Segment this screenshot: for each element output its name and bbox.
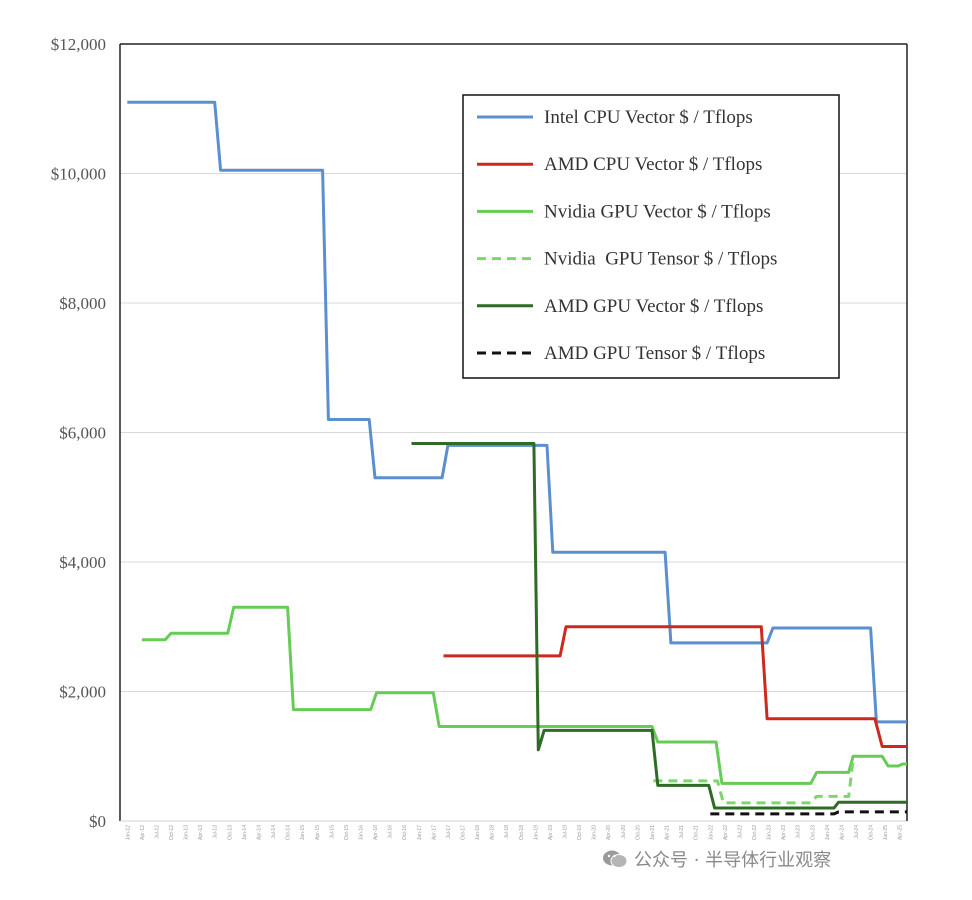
x-axis: Jan-12 Apr-12 Jul-12 Oct-12 Jan-13 Apr-13 Jul-…	[125, 825, 903, 841]
x-tick-label: Apr-13	[198, 825, 204, 840]
x-tick-label: Apr-12	[140, 825, 146, 840]
x-tick-label: Apr-25	[898, 825, 904, 840]
x-tick-label: Jan-19	[533, 825, 539, 841]
x-tick-label: Apr-17	[431, 825, 437, 840]
x-tick-label: Oct-13	[227, 825, 233, 840]
series-line	[141, 605, 907, 785]
series-line	[443, 625, 907, 748]
x-tick-label: Oct-19	[577, 825, 583, 840]
x-tick-label: Oct-15	[344, 825, 350, 840]
watermark-text: 公众号 · 半导体行业观察	[634, 850, 832, 871]
x-tick-label: Jan-15	[300, 825, 306, 841]
wechat-icon	[603, 850, 628, 868]
series-line	[127, 100, 907, 724]
x-tick-label: Jan-18	[475, 825, 481, 841]
legend-box	[462, 94, 840, 379]
x-tick-label: Apr-16	[373, 825, 379, 840]
x-tick-label: Oct-23	[810, 825, 816, 840]
x-tick-label: Apr-15	[315, 825, 321, 840]
x-tick-label: Oct-12	[169, 825, 175, 840]
x-tick-label: Jul-18	[504, 825, 510, 839]
x-tick-label: Oct-18	[519, 825, 525, 840]
x-tick-label: Apr-21	[665, 825, 671, 840]
x-tick-label: Apr-14	[256, 825, 262, 840]
legend-label: Intel CPU Vector $ / Tflops	[544, 107, 753, 128]
x-tick-label: Apr-20	[606, 825, 612, 840]
x-tick-label: Jul-14	[271, 825, 277, 839]
x-tick-label: Jul-24	[854, 825, 860, 839]
x-tick-label: Oct-24	[869, 825, 875, 840]
x-tick-label: Apr-24	[839, 825, 845, 840]
x-tick-label: Jan-23	[767, 825, 773, 841]
x-tick-label: Jan-24	[825, 825, 831, 841]
y-tick-label: $8,000	[59, 294, 106, 313]
x-tick-label: Jan-25	[883, 825, 889, 841]
x-tick-label: Apr-19	[548, 825, 554, 840]
x-tick-label: Jul-23	[796, 825, 802, 839]
x-tick-label: Oct-17	[460, 825, 466, 840]
x-tick-label: Jul-22	[737, 825, 743, 839]
series-line	[411, 442, 907, 810]
legend-label: Nvidia GPU Vector $ / Tflops	[544, 201, 771, 222]
x-tick-label: Jan-12	[125, 825, 131, 841]
legend: Intel CPU Vector $ / Tflops AMD CPU Vecto…	[462, 94, 840, 379]
legend-label: Nvidia GPU Tensor $ / Tflops	[544, 249, 777, 270]
x-tick-label: Jan-22	[708, 825, 714, 841]
x-tick-label: Apr-18	[490, 825, 496, 840]
series-line	[653, 759, 855, 805]
series-line	[710, 810, 907, 816]
watermark: 公众号 · 半导体行业观察	[602, 846, 831, 872]
y-tick-label: $6,000	[59, 424, 106, 443]
legend-label: AMD GPU Vector $ / Tflops	[544, 296, 763, 317]
y-tick-label: $0	[89, 812, 106, 831]
x-tick-label: Jul-19	[563, 825, 569, 839]
x-tick-label: Jul-15	[329, 825, 335, 839]
legend-label: AMD GPU Tensor $ / Tflops	[544, 343, 765, 364]
y-tick-label: $10,000	[51, 165, 106, 184]
x-tick-label: Oct-20	[635, 825, 641, 840]
x-tick-label: Jan-14	[242, 825, 248, 841]
x-tick-label: Jan-16	[358, 825, 364, 841]
legend-label: AMD CPU Vector $ / Tflops	[544, 154, 762, 175]
x-tick-label: Apr-23	[781, 825, 787, 840]
y-tick-label: $4,000	[59, 553, 106, 572]
x-tick-label: Oct-16	[402, 825, 408, 840]
x-tick-label: Jan-21	[650, 825, 656, 841]
series-lines	[127, 100, 907, 816]
x-tick-label: Jul-21	[679, 825, 685, 839]
x-tick-label: Oct-21	[694, 825, 700, 840]
x-tick-label: Jul-13	[213, 825, 219, 839]
y-tick-label: $2,000	[59, 683, 106, 702]
x-tick-label: Jan-13	[184, 825, 190, 841]
x-tick-label: Oct-22	[752, 825, 758, 840]
x-tick-label: Jul-16	[388, 825, 394, 839]
x-tick-label: Jan-17	[417, 825, 423, 841]
y-axis: $0 $2,000 $4,000 $6,000 $8,000 $10,000 $12,000	[51, 35, 106, 831]
x-tick-label: Apr-22	[723, 825, 729, 840]
x-tick-label: Jan-20	[592, 825, 598, 841]
x-tick-label: Oct-14	[286, 825, 292, 840]
y-tick-label: $12,000	[51, 35, 106, 54]
x-tick-label: Jul-17	[446, 825, 452, 839]
x-tick-label: Jul-20	[621, 825, 627, 839]
x-tick-label: Jul-12	[154, 825, 160, 839]
